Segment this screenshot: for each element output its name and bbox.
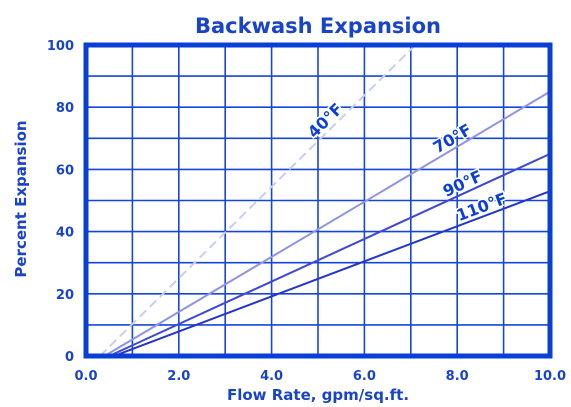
y-tick-label: 100	[47, 39, 74, 54]
x-tick-label: 0.0	[74, 369, 97, 384]
series-line-3	[108, 152, 551, 357]
gridlines	[86, 45, 550, 356]
series-line-1	[99, 44, 417, 357]
x-tick-label: 2.0	[167, 369, 190, 384]
plot-frame	[83, 42, 553, 359]
tick-labels: 0.0 2.0 4.0 6.0 8.0 10.0 0 20 40 60 80 100	[47, 39, 566, 384]
y-tick-label: 20	[56, 288, 74, 303]
x-tick-label: 10.0	[534, 369, 566, 384]
chart-title: Backwash Expansion	[195, 14, 441, 38]
y-tick-label: 0	[65, 350, 74, 365]
y-axis-label: Percent Expansion	[12, 120, 30, 277]
y-tick-label: 80	[56, 101, 74, 116]
x-tick-label: 6.0	[353, 369, 376, 384]
x-tick-label: 4.0	[260, 369, 283, 384]
series-line-2	[104, 90, 551, 357]
x-tick-label: 8.0	[446, 369, 469, 384]
y-tick-label: 40	[56, 226, 74, 241]
series-lines	[99, 44, 551, 357]
x-axis-label: Flow Rate, gpm/sq.ft.	[227, 386, 409, 404]
series-line-4	[113, 190, 551, 357]
y-tick-label: 60	[56, 163, 74, 178]
